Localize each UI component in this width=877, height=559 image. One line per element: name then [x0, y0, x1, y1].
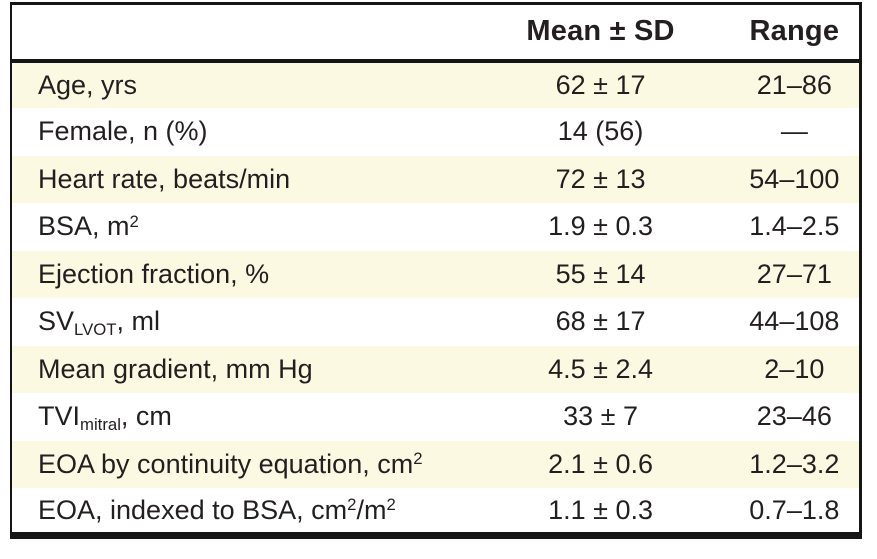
row-label: BSA, m2: [38, 211, 139, 242]
row-label: EOA, indexed to BSA, cm2/m2: [38, 494, 396, 525]
patient-characteristics-table-wrap: Mean ± SD Range Age, yrs 62 ± 17 21–86 Fema…: [10, 2, 862, 539]
column-header-range: Range: [729, 3, 861, 63]
mean-sd-value: 2.1 ± 0.6: [548, 448, 653, 479]
range-value: 23–46: [756, 401, 832, 432]
superscript: 2: [413, 449, 423, 469]
superscript: 2: [347, 495, 357, 515]
header-row: Mean ± SD Range: [11, 3, 861, 63]
mean-sd-value: 33 ± 7: [563, 401, 638, 432]
column-header-mean-sd: Mean ± SD: [471, 3, 730, 63]
row-label: Age, yrs: [38, 69, 138, 100]
row-label: EOA by continuity equation, cm2: [38, 448, 423, 479]
table-row: Ejection fraction, % 55 ± 14 27–71: [11, 250, 861, 298]
superscript: 2: [129, 211, 139, 231]
range-value: 27–71: [756, 258, 832, 289]
table-row: Female, n (%) 14 (56) —: [11, 108, 861, 156]
range-value: 2–10: [764, 353, 825, 384]
row-label: Heart rate, beats/min: [38, 163, 291, 194]
range-value: 0.7–1.8: [749, 494, 840, 525]
mean-sd-value: 55 ± 14: [555, 258, 646, 289]
table-row: TVImitral, cm 33 ± 7 23–46: [11, 393, 861, 441]
table-row: Age, yrs 62 ± 17 21–86: [11, 60, 861, 108]
mean-sd-value: 14 (56): [557, 116, 644, 147]
mean-sd-value: 72 ± 13: [555, 163, 646, 194]
range-value: 21–86: [756, 69, 832, 100]
subscript: LVOT: [74, 319, 117, 339]
range-value: 54–100: [749, 163, 840, 194]
row-label: SVLVOT, ml: [38, 306, 160, 339]
mean-sd-value: 62 ± 17: [555, 69, 646, 100]
range-value: 1.4–2.5: [749, 211, 840, 242]
superscript: 2: [386, 495, 396, 515]
table-header: Mean ± SD Range: [11, 3, 861, 63]
table-row: EOA, indexed to BSA, cm2/m2 1.1 ± 0.3 0.7–…: [11, 488, 861, 536]
range-value: 1.2–3.2: [749, 448, 840, 479]
row-label: TVImitral, cm: [38, 401, 172, 434]
column-header-empty: [11, 3, 472, 63]
row-label: Ejection fraction, %: [38, 258, 270, 289]
table-row: BSA, m2 1.9 ± 0.3 1.4–2.5: [11, 203, 861, 251]
table-row: Heart rate, beats/min 72 ± 13 54–100: [11, 155, 861, 203]
mean-sd-value: 4.5 ± 2.4: [548, 353, 653, 384]
table-row: SVLVOT, ml 68 ± 17 44–108: [11, 298, 861, 346]
patient-characteristics-table: Mean ± SD Range Age, yrs 62 ± 17 21–86 Fema…: [10, 2, 862, 539]
table-body: Age, yrs 62 ± 17 21–86 Female, n (%) 14 (56)…: [11, 60, 861, 536]
mean-sd-value: 68 ± 17: [555, 306, 646, 337]
range-value: 44–108: [749, 306, 840, 337]
subscript: mitral: [80, 414, 121, 434]
mean-sd-value: 1.9 ± 0.3: [548, 211, 653, 242]
range-value: —: [780, 116, 808, 147]
table-row: Mean gradient, mm Hg 4.5 ± 2.4 2–10: [11, 345, 861, 393]
table-row: EOA by continuity equation, cm2 2.1 ± 0.6…: [11, 440, 861, 488]
row-label: Female, n (%): [38, 116, 208, 147]
mean-sd-value: 1.1 ± 0.3: [548, 494, 653, 525]
row-label: Mean gradient, mm Hg: [38, 353, 313, 384]
